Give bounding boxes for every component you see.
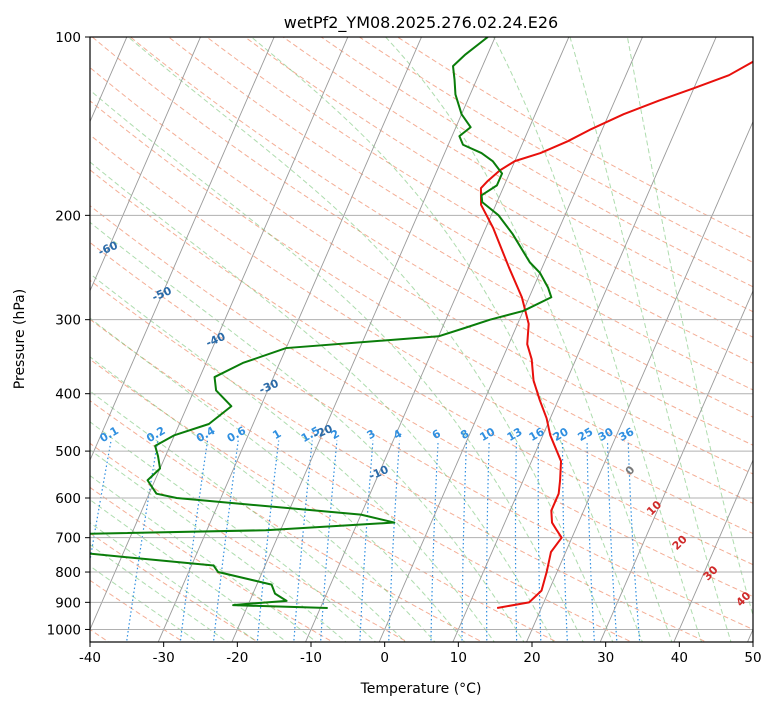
moist-adiabat-line bbox=[90, 421, 377, 642]
isotherm-line bbox=[599, 289, 753, 642]
y-tick-label: 300 bbox=[55, 313, 81, 329]
x-tick-label: 40 bbox=[671, 650, 688, 666]
dry-adiabat-line bbox=[90, 66, 753, 475]
mixing-ratio-line bbox=[561, 440, 568, 642]
mixing-ratio-line bbox=[293, 440, 313, 642]
y-tick-label: 1000 bbox=[47, 622, 81, 638]
y-tick-label: 200 bbox=[55, 208, 81, 224]
dry-adiabat-line bbox=[205, 37, 753, 364]
isotherm-line bbox=[673, 459, 753, 642]
mixing-ratio-line bbox=[486, 440, 490, 642]
mixing-ratio-line bbox=[514, 440, 518, 642]
dewpoint-profile-line bbox=[90, 37, 553, 609]
moist-adiabat-line bbox=[90, 317, 466, 642]
moist-adiabat-line bbox=[127, 37, 614, 642]
dry-adiabat-line bbox=[244, 37, 753, 338]
isotherm-line bbox=[90, 37, 275, 462]
moist-adiabat-line bbox=[90, 89, 584, 642]
mixing-ratio-line bbox=[212, 440, 239, 642]
mixing-ratio-line bbox=[586, 440, 596, 642]
x-tick-label: 50 bbox=[744, 650, 761, 666]
isotherm-line bbox=[157, 37, 422, 642]
isotherms bbox=[90, 37, 753, 642]
isotherm-line bbox=[90, 37, 201, 293]
x-tick-label: 20 bbox=[523, 650, 540, 666]
isotherm-line bbox=[526, 120, 753, 642]
dry-adiabat-line bbox=[320, 37, 753, 288]
y-tick-label: 900 bbox=[55, 595, 81, 611]
y-axis-label: Pressure (hPa) bbox=[12, 289, 28, 389]
y-tick-label: 400 bbox=[55, 387, 81, 403]
isotherm-line bbox=[378, 37, 643, 642]
x-tick-label: -30 bbox=[153, 650, 175, 666]
x-tick-label: -40 bbox=[79, 650, 101, 666]
dry-adiabat-line bbox=[90, 205, 753, 598]
y-tick-label: 500 bbox=[55, 444, 81, 460]
dry-adiabat-line bbox=[282, 37, 753, 313]
dry-adiabat-line bbox=[90, 241, 753, 630]
axes-ticks: -40 -30 -20 -10 0 10 20 30 40 50 100 200 300 400 500 60… bbox=[47, 30, 762, 666]
mixing-ratio-lines bbox=[90, 440, 641, 642]
isotherm-line bbox=[90, 37, 349, 631]
dry-adiabat-line bbox=[90, 100, 753, 504]
x-tick-label: -20 bbox=[226, 650, 248, 666]
y-tick-label: 800 bbox=[55, 565, 81, 581]
x-tick-label: -10 bbox=[300, 650, 322, 666]
pressure-gridlines bbox=[90, 37, 753, 630]
isotherm-line bbox=[231, 37, 496, 642]
y-tick-label: 600 bbox=[55, 491, 81, 507]
plot-area: 0.10.20.40.611.52346810131620253036-100-… bbox=[90, 37, 753, 642]
mixing-ratio-line bbox=[359, 440, 374, 642]
chart-title: wetPf2_YM08.2025.276.02.24.E26 bbox=[284, 13, 558, 33]
dry-adiabat-line bbox=[90, 318, 633, 642]
x-axis-label: Temperature (°C) bbox=[360, 681, 482, 697]
temperature-profile-line bbox=[479, 60, 753, 609]
mixing-ratio-line bbox=[320, 440, 338, 642]
profile-lines bbox=[90, 37, 753, 609]
mixing-ratio-line bbox=[388, 440, 401, 642]
isotherm-line bbox=[305, 37, 570, 642]
mixing-ratio-line bbox=[256, 440, 280, 642]
y-tick-label: 100 bbox=[55, 30, 81, 46]
mixing-ratio-line bbox=[179, 440, 209, 642]
mixing-ratio-line bbox=[125, 440, 159, 642]
mixing-ratio-line bbox=[537, 440, 542, 642]
plot-frame bbox=[89, 36, 754, 643]
mixing-ratio-line bbox=[627, 440, 641, 642]
x-tick-label: 30 bbox=[597, 650, 614, 666]
x-tick-label: 0 bbox=[380, 650, 389, 666]
mixing-ratio-line bbox=[430, 440, 439, 642]
y-tick-label: 700 bbox=[55, 531, 81, 547]
x-tick-label: 10 bbox=[450, 650, 467, 666]
mixing-ratio-line bbox=[606, 440, 618, 642]
dry-adiabat-line bbox=[90, 134, 753, 535]
isotherm-line bbox=[452, 37, 717, 642]
